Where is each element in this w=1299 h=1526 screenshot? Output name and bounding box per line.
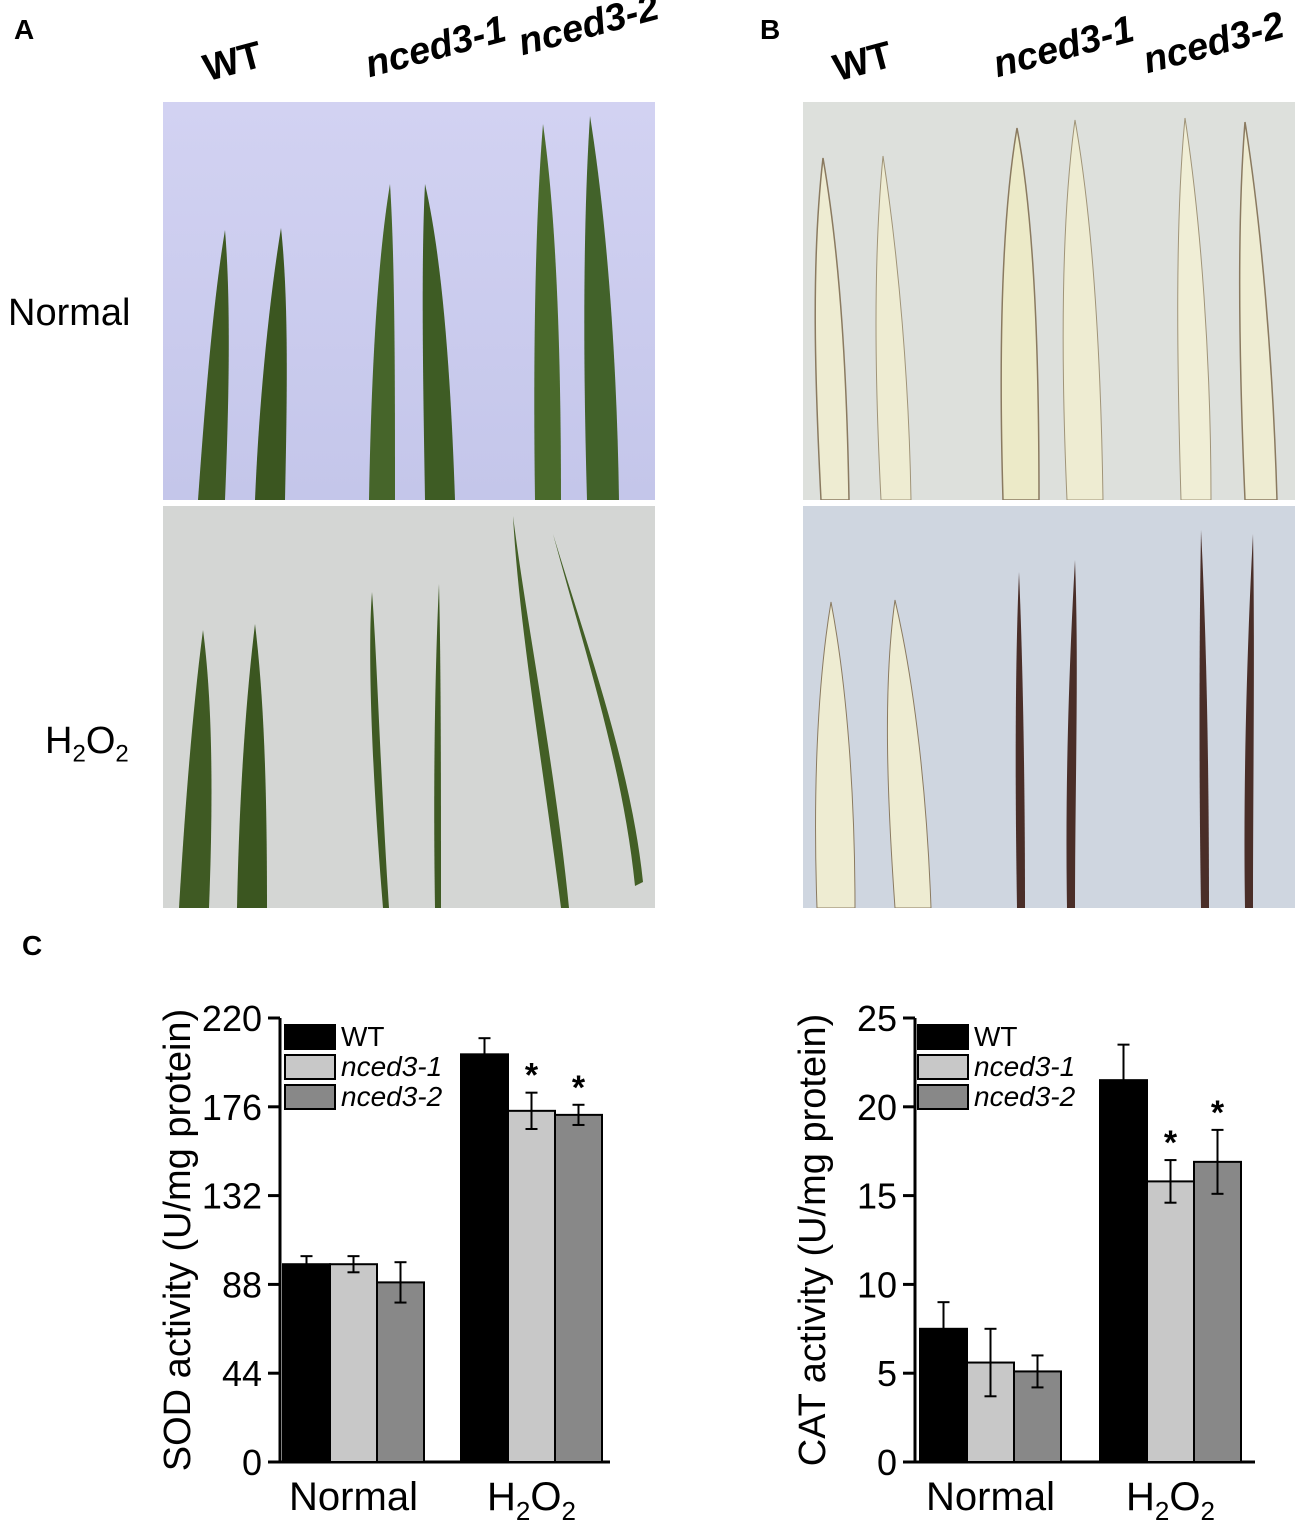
row-label-normal: Normal [8,292,131,334]
cat-y-tick-label: 10 [857,1264,897,1305]
sod-y-tick-label: 176 [202,1087,262,1128]
panel-a-label-nced3-1: nced3-1 [360,8,511,87]
panel-a-label-wt: WT [198,34,267,91]
sod-significance-mark: * [572,1069,586,1107]
cat-bar [1099,1079,1148,1463]
panel-letter-b: B [760,14,781,45]
photo-a-normal [163,102,655,500]
cat-x-tick-label: Normal [926,1475,1055,1519]
sod-x-tick-label: Normal [289,1475,418,1519]
cat-y-tick-label: 0 [877,1442,897,1483]
cat-bar [1146,1180,1195,1463]
sod-bar [329,1263,378,1463]
cat-x-tick-label: H2O2 [1126,1475,1215,1526]
photo-a-h2o2 [163,506,655,908]
panel-letter-a: A [14,14,35,45]
cat-legend-label: nced3-1 [974,1051,1075,1082]
sod-y-tick-label: 0 [242,1442,262,1483]
panel-b-label-wt: WT [828,34,897,91]
cat-y-tick-label: 25 [857,998,897,1039]
cat-y-tick-label: 20 [857,1087,897,1128]
panel-b-label-nced3-1: nced3-1 [988,8,1139,87]
cat-legend-swatch [917,1084,969,1110]
photo-b-normal [803,102,1295,500]
cat-y-label: CAT activity (U/mg protein) [792,1014,834,1467]
sod-x-tick-label: H2O2 [487,1475,576,1526]
sod-legend-swatch [284,1084,336,1110]
sod-y-tick-label: 44 [222,1353,262,1394]
panel-a-label-nced3-2: nced3-2 [513,0,664,65]
sod-significance-mark: * [525,1057,539,1095]
sod-y-tick-label: 220 [202,998,262,1039]
chart-cat: 0 5 10 15 20 25 CAT activity (U/mg protein) Nor… [792,998,1255,1526]
cat-bar [1193,1160,1242,1464]
panel-letter-c: C [22,930,43,961]
sod-y-tick-label: 88 [222,1264,262,1305]
cat-significance-mark: * [1211,1094,1225,1132]
row-label-h2o2: H2O2 [45,720,129,768]
sod-legend-swatch [284,1054,336,1080]
sod-legend-label: WT [341,1021,385,1052]
sod-y-label: SOD activity (U/mg protein) [157,1009,199,1471]
cat-y-tick-label: 15 [857,1176,897,1217]
sod-bar [554,1113,603,1463]
sod-bar [460,1053,509,1463]
cat-legend-swatch [917,1024,969,1050]
sod-bar [282,1263,331,1463]
cat-legend-swatch [917,1054,969,1080]
sod-y-tick-label: 132 [202,1176,262,1217]
sod-legend-label: nced3-1 [341,1051,442,1082]
photo-b-h2o2 [803,506,1295,908]
sod-bar [376,1281,425,1463]
cat-legend-label: WT [974,1021,1018,1052]
cat-y-tick-label: 5 [877,1353,897,1394]
cat-legend-label: nced3-2 [974,1081,1076,1112]
cat-significance-mark: * [1164,1124,1178,1162]
panel-b-label-nced3-2: nced3-2 [1138,4,1289,83]
sod-legend-label: nced3-2 [341,1081,443,1112]
sod-bar [507,1109,556,1463]
sod-legend-swatch [284,1024,336,1050]
